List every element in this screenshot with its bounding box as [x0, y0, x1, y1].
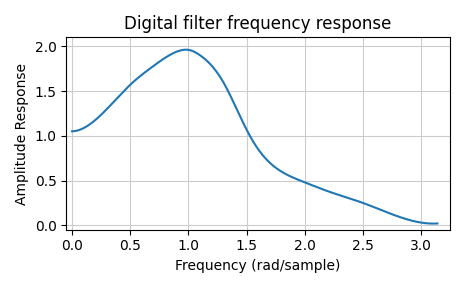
Y-axis label: Amplitude Response: Amplitude Response	[15, 62, 29, 204]
X-axis label: Frequency (rad/sample): Frequency (rad/sample)	[175, 259, 341, 273]
Title: Digital filter frequency response: Digital filter frequency response	[125, 15, 392, 33]
